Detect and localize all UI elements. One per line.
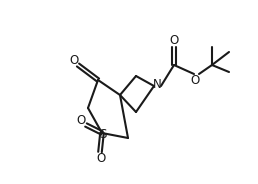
Text: O: O xyxy=(96,151,106,164)
Text: O: O xyxy=(69,54,79,66)
Text: O: O xyxy=(76,114,86,127)
Text: O: O xyxy=(169,35,179,47)
Text: S: S xyxy=(99,128,107,141)
Text: N: N xyxy=(153,79,161,91)
Text: O: O xyxy=(190,73,200,86)
